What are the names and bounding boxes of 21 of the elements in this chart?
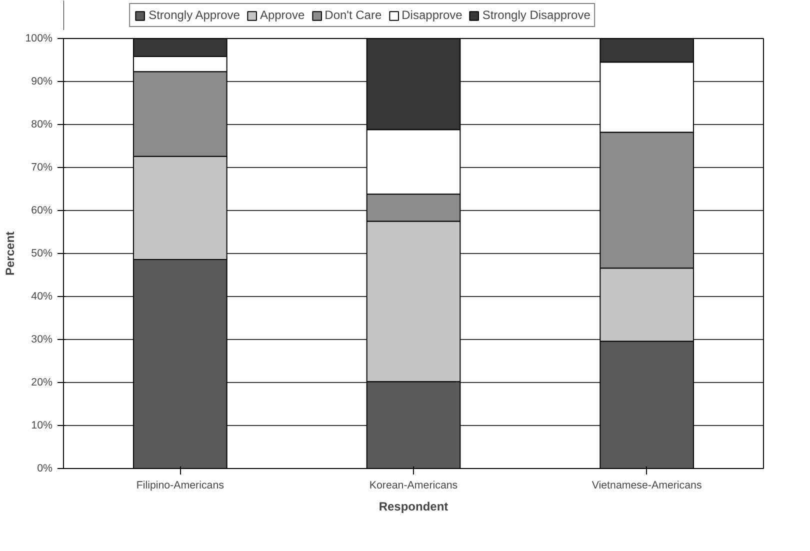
y-tick-label: 60% <box>31 204 54 216</box>
legend-label: Approve <box>260 8 305 22</box>
x-tick-label: Korean-Americans <box>369 480 458 492</box>
y-tick-label: 30% <box>31 334 54 346</box>
y-tick-label: 10% <box>31 420 54 432</box>
y-axis-title: Percent <box>3 231 18 276</box>
x-axis-title: Respondent <box>378 500 448 514</box>
legend-label: Strongly Disapprove <box>482 8 590 22</box>
legend-label: Disapprove <box>402 8 462 22</box>
y-tick-label: 100% <box>25 32 54 44</box>
y-tick-label: 20% <box>31 376 54 388</box>
y-tick-label: 80% <box>31 118 54 130</box>
legend-label: Don't Care <box>324 8 382 22</box>
y-tick-label: 40% <box>31 290 54 302</box>
y-tick-label: 90% <box>31 76 54 88</box>
y-tick-label: 0% <box>37 462 54 474</box>
x-tick-label: Filipino-Americans <box>136 480 224 492</box>
y-tick-label: 50% <box>31 248 54 260</box>
y-tick-label: 70% <box>31 162 54 174</box>
legend-label: Strongly Approve <box>148 8 240 22</box>
x-tick-label: Vietnamese-Americans <box>592 480 702 492</box>
